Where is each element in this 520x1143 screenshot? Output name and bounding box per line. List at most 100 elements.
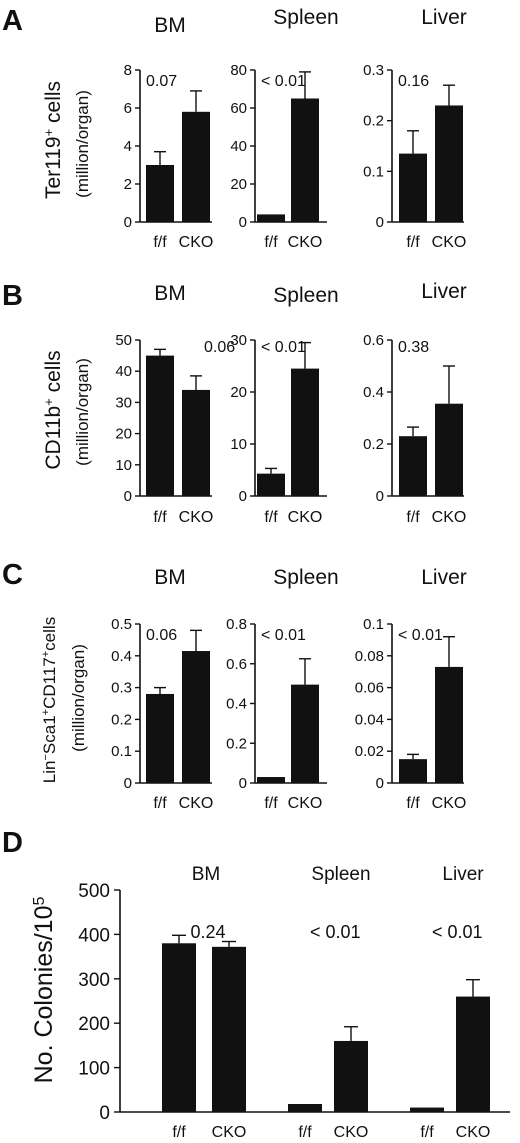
bar-ff: [257, 777, 285, 783]
y-tick-label: 0.4: [226, 696, 247, 713]
subplot-title: Spleen: [273, 6, 338, 29]
bar-CKO: [182, 111, 210, 222]
p-value: 0.07: [146, 73, 177, 90]
p-value: < 0.01: [261, 73, 306, 90]
subplot-liver: Liver 0 0.1 0.2 0.3 f/f CKO 0.16: [363, 6, 467, 251]
y-tick-label: 0: [239, 775, 247, 792]
bar-CKO: [435, 105, 463, 222]
y-axis-label: No. Colonies/105: [30, 897, 58, 1084]
y-tick-label: 0: [239, 214, 247, 231]
y-tick-label: 20: [230, 176, 247, 193]
y-tick-label: 30: [230, 332, 247, 349]
y-tick-label: 0.5: [111, 616, 132, 633]
category-label: f/f: [420, 1124, 434, 1141]
group-spleen: Spleen < 0.01 f/f CKO: [288, 864, 371, 1141]
y-tick-label: 0: [124, 488, 132, 505]
p-value: 0.24: [190, 922, 225, 942]
y-tick-label: 0.3: [363, 62, 384, 79]
subplot-liver: Liver 0 0.02 0.04 0.06 0.08 0.1 f/f CKO < 0.01: [355, 566, 467, 812]
subplot-bm: BM 0 2 4 6 8 f/f CKO 0.07: [124, 14, 214, 251]
y-tick-label: 0.6: [226, 656, 247, 673]
y-tick-label: 0.6: [363, 332, 384, 349]
category-label: CKO: [334, 1124, 369, 1141]
bar-CKO: [291, 98, 319, 222]
group-liver: Liver < 0.01 f/f CKO: [410, 864, 490, 1141]
bar-CKO: [212, 946, 246, 1112]
category-label: CKO: [432, 509, 467, 526]
p-value: < 0.01: [398, 627, 443, 644]
bar-ff: [399, 436, 427, 496]
y-axis-label: Lin−Sca1+CD117+cells: [40, 617, 59, 783]
y-tick-label: 100: [78, 1059, 110, 1080]
subplot-title: Liver: [421, 280, 467, 303]
category-label: f/f: [264, 234, 278, 251]
p-value: 0.16: [398, 73, 429, 90]
y-tick-label: 0.1: [363, 616, 384, 633]
subplot-title: Spleen: [273, 566, 338, 589]
y-tick-label: 0.08: [355, 648, 384, 665]
p-value: 0.06: [204, 339, 235, 356]
panel-c: C Lin−Sca1+CD117+cells (million/organ): [2, 559, 88, 783]
subplot-title: BM: [154, 566, 186, 589]
bar-ff: [257, 214, 285, 222]
y-tick-label: 0.04: [355, 711, 384, 728]
panel-letter: D: [2, 827, 23, 859]
y-tick-label: 0.2: [363, 436, 384, 453]
y-tick-label: 0.06: [355, 680, 384, 697]
subplot-title: Liver: [421, 566, 467, 589]
y-tick-label: 20: [115, 426, 132, 443]
y-tick-label: 10: [115, 457, 132, 474]
p-value: < 0.01: [261, 339, 306, 356]
y-tick-label: 0: [376, 214, 384, 231]
subplot-title: Spleen: [273, 284, 338, 307]
panel-b: B CD11b+ cells (million/organ): [2, 280, 92, 470]
plots-layer: BM 0 2 4 6 8 f/f CKO 0.07 Spleen 0 20 40 60 80 f/f CKO < …: [78, 6, 510, 1141]
y-tick-label: 8: [124, 62, 132, 79]
bar-ff: [257, 473, 285, 496]
subplot-title: BM: [154, 14, 186, 37]
subplot-title: BM: [154, 282, 186, 305]
bar-ff: [399, 759, 427, 783]
panel-letter: B: [2, 280, 23, 312]
p-value: < 0.01: [310, 922, 361, 942]
subplot-title: Liver: [421, 6, 467, 29]
y-axis-label-main: Ter119: [42, 136, 65, 199]
y-tick-label: 0.02: [355, 743, 384, 760]
y-tick-label: 400: [78, 925, 110, 946]
y-tick-label: 40: [115, 363, 132, 380]
subplot-spleen: Spleen 0 20 40 60 80 f/f CKO < 0.01: [230, 6, 338, 251]
p-value: < 0.01: [432, 922, 483, 942]
subplot-bm: BM 0 10 20 30 40 50 f/f CKO 0.06: [115, 282, 235, 526]
bar-ff: [399, 153, 427, 222]
y-axis-unit: (million/organ): [73, 90, 92, 198]
bar-CKO: [291, 684, 319, 783]
y-tick-label: 0: [376, 488, 384, 505]
category-label: CKO: [288, 795, 323, 812]
y-tick-label: 60: [230, 100, 247, 117]
category-label: f/f: [406, 509, 420, 526]
y-tick-label: 0: [376, 775, 384, 792]
category-label: CKO: [212, 1124, 247, 1141]
y-tick-label: 40: [230, 138, 247, 155]
bar-ff: [162, 943, 196, 1112]
subplot-bm: BM 0 0.1 0.2 0.3 0.4 0.5 f/f CKO 0.06: [111, 566, 213, 812]
y-tick-label: 80: [230, 62, 247, 79]
bar-CKO: [182, 651, 210, 783]
p-value: 0.38: [398, 339, 429, 356]
panel-a: A Ter119+ cells (million/organ): [2, 5, 92, 199]
category-label: CKO: [456, 1124, 491, 1141]
bar-CKO: [182, 389, 210, 496]
y-axis-unit: (million/organ): [73, 358, 92, 466]
y-tick-label: 50: [115, 332, 132, 349]
panel-d-plot: 0 100 200 300 400 500 BM 0.24 f/f CKO Spleen < 0.01…: [78, 864, 510, 1141]
category-label: f/f: [264, 509, 278, 526]
panel-d: D No. Colonies/105: [2, 827, 58, 1083]
y-axis-label-main: No. Colonies/10: [30, 906, 58, 1084]
bar-ff: [410, 1107, 444, 1112]
category-label: f/f: [406, 234, 420, 251]
y-tick-label: 20: [230, 384, 247, 401]
category-label: CKO: [288, 509, 323, 526]
y-tick-label: 0.8: [226, 616, 247, 633]
bar-CKO: [435, 666, 463, 783]
